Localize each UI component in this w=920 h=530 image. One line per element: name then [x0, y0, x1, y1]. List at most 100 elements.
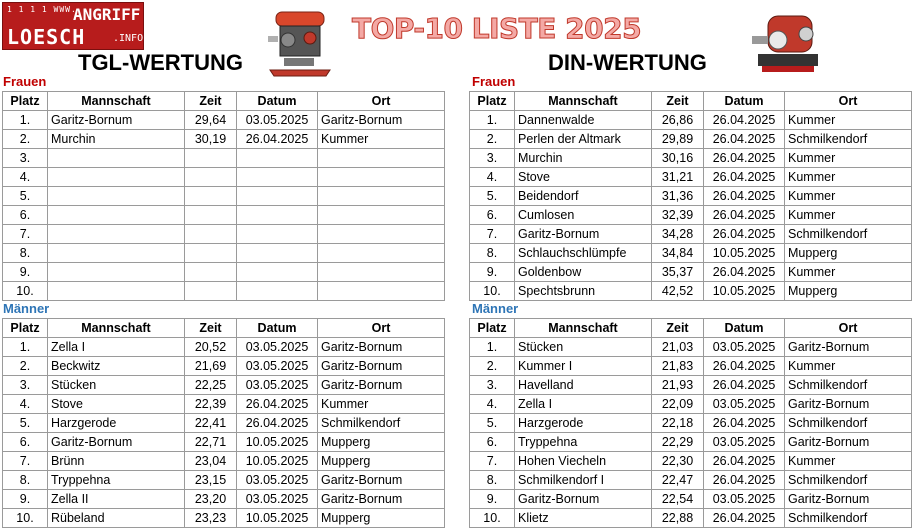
rank-cell: 4.: [2, 394, 48, 414]
time-cell: 22,18: [651, 413, 704, 433]
time-cell: 31,21: [651, 167, 704, 187]
date-cell: 26.04.2025: [703, 224, 785, 244]
rank-cell: 5.: [469, 413, 515, 433]
date-cell: 10.05.2025: [703, 243, 785, 263]
team-cell: Perlen der Altmark: [514, 129, 652, 149]
date-cell: [236, 205, 318, 225]
team-cell: Havelland: [514, 375, 652, 395]
team-cell: [47, 148, 185, 168]
team-cell: [47, 262, 185, 282]
team-cell: Murchin: [514, 148, 652, 168]
table-row: 1. Garitz-Bornum 29,64 03.05.2025 Garitz-Bor…: [2, 110, 445, 130]
time-cell: 22,71: [184, 432, 237, 452]
column-header-team: Mannschaft: [514, 318, 652, 338]
rank-cell: 9.: [2, 262, 48, 282]
time-cell: 22,88: [651, 508, 704, 528]
table-row: 1. Dannenwalde 26,86 26.04.2025 Kummer: [469, 110, 912, 130]
date-cell: 03.05.2025: [703, 489, 785, 509]
column-header-date: Datum: [236, 318, 318, 338]
time-cell: 21,03: [651, 337, 704, 357]
date-cell: [236, 167, 318, 187]
date-cell: 26.04.2025: [703, 451, 785, 471]
table-row: 2. Murchin 30,19 26.04.2025 Kummer: [2, 129, 445, 149]
date-cell: 26.04.2025: [703, 186, 785, 206]
time-cell: [184, 224, 237, 244]
column-header-time: Zeit: [184, 318, 237, 338]
tgl-maenner-table: Platz Mannschaft Zeit Datum Ort 1. Zella I 20,5…: [2, 318, 445, 528]
date-cell: 03.05.2025: [236, 110, 318, 130]
team-cell: Garitz-Bornum: [514, 224, 652, 244]
date-cell: 03.05.2025: [703, 432, 785, 452]
column-header-date: Datum: [703, 318, 785, 338]
time-cell: 22,25: [184, 375, 237, 395]
column-header-location: Ort: [784, 91, 912, 111]
time-cell: 23,23: [184, 508, 237, 528]
table-row: 10. Klietz 22,88 26.04.2025 Schmilkendorf: [469, 508, 912, 528]
table-row: 3.: [2, 148, 445, 168]
location-cell: Mupperg: [317, 451, 445, 471]
table-row: 1. Stücken 21,03 03.05.2025 Garitz-Bornum: [469, 337, 912, 357]
table-row: 5. Harzgerode 22,41 26.04.2025 Schmilkendorf: [2, 413, 445, 433]
rank-cell: 10.: [2, 508, 48, 528]
date-cell: 10.05.2025: [703, 281, 785, 301]
tgl-maenner-label: Männer: [3, 301, 50, 316]
team-cell: Garitz-Bornum: [47, 110, 185, 130]
location-cell: [317, 243, 445, 263]
rank-cell: 2.: [469, 356, 515, 376]
rank-cell: 8.: [469, 243, 515, 263]
column-header-time: Zeit: [651, 318, 704, 338]
time-cell: 34,84: [651, 243, 704, 263]
time-cell: 22,47: [651, 470, 704, 490]
time-cell: [184, 167, 237, 187]
team-cell: Garitz-Bornum: [514, 489, 652, 509]
table-row: 10. Rübeland 23,23 10.05.2025 Mupperg: [2, 508, 445, 528]
team-cell: [47, 224, 185, 244]
team-cell: Brünn: [47, 451, 185, 471]
column-header-rank: Platz: [469, 318, 515, 338]
location-cell: Garitz-Bornum: [784, 489, 912, 509]
team-cell: Rübeland: [47, 508, 185, 528]
date-cell: 26.04.2025: [703, 167, 785, 187]
rank-cell: 2.: [2, 356, 48, 376]
rank-cell: 3.: [2, 375, 48, 395]
location-cell: Schmilkendorf: [784, 413, 912, 433]
team-cell: Zella I: [514, 394, 652, 414]
time-cell: 34,28: [651, 224, 704, 244]
location-cell: Mupperg: [784, 243, 912, 263]
team-cell: [47, 167, 185, 187]
location-cell: Garitz-Bornum: [784, 337, 912, 357]
date-cell: 26.04.2025: [703, 356, 785, 376]
table-row: 3. Murchin 30,16 26.04.2025 Kummer: [469, 148, 912, 168]
table-row: 2. Perlen der Altmark 29,89 26.04.2025 Schmi…: [469, 129, 912, 149]
location-cell: Kummer: [784, 167, 912, 187]
table-row: 6. Garitz-Bornum 22,71 10.05.2025 Mupperg: [2, 432, 445, 452]
location-cell: Kummer: [317, 129, 445, 149]
table-row: 3. Stücken 22,25 03.05.2025 Garitz-Bornum: [2, 375, 445, 395]
time-cell: 21,69: [184, 356, 237, 376]
time-cell: [184, 262, 237, 282]
table-row: 10. Spechtsbrunn 42,52 10.05.2025 Mupperg: [469, 281, 912, 301]
location-cell: Schmilkendorf: [784, 375, 912, 395]
team-cell: Zella II: [47, 489, 185, 509]
location-cell: Kummer: [317, 394, 445, 414]
time-cell: 22,41: [184, 413, 237, 433]
location-cell: [317, 224, 445, 244]
column-header-time: Zeit: [184, 91, 237, 111]
rank-cell: 6.: [2, 432, 48, 452]
location-cell: Kummer: [784, 262, 912, 282]
rank-cell: 1.: [469, 110, 515, 130]
location-cell: [317, 262, 445, 282]
table-header-row: Platz Mannschaft Zeit Datum Ort: [2, 91, 445, 111]
team-cell: Stove: [47, 394, 185, 414]
table-row: 6. Tryppehna 22,29 03.05.2025 Garitz-Bornum: [469, 432, 912, 452]
team-cell: Garitz-Bornum: [47, 432, 185, 452]
din-section-title: DIN-WERTUNG: [548, 50, 707, 75]
table-row: 8. Schmilkendorf I 22,47 26.04.2025 Schmilke…: [469, 470, 912, 490]
date-cell: 03.05.2025: [236, 337, 318, 357]
tgl-frauen-label: Frauen: [3, 74, 47, 89]
team-cell: Klietz: [514, 508, 652, 528]
date-cell: 03.05.2025: [236, 470, 318, 490]
location-cell: Garitz-Bornum: [317, 337, 445, 357]
column-header-location: Ort: [317, 91, 445, 111]
location-cell: Garitz-Bornum: [317, 470, 445, 490]
